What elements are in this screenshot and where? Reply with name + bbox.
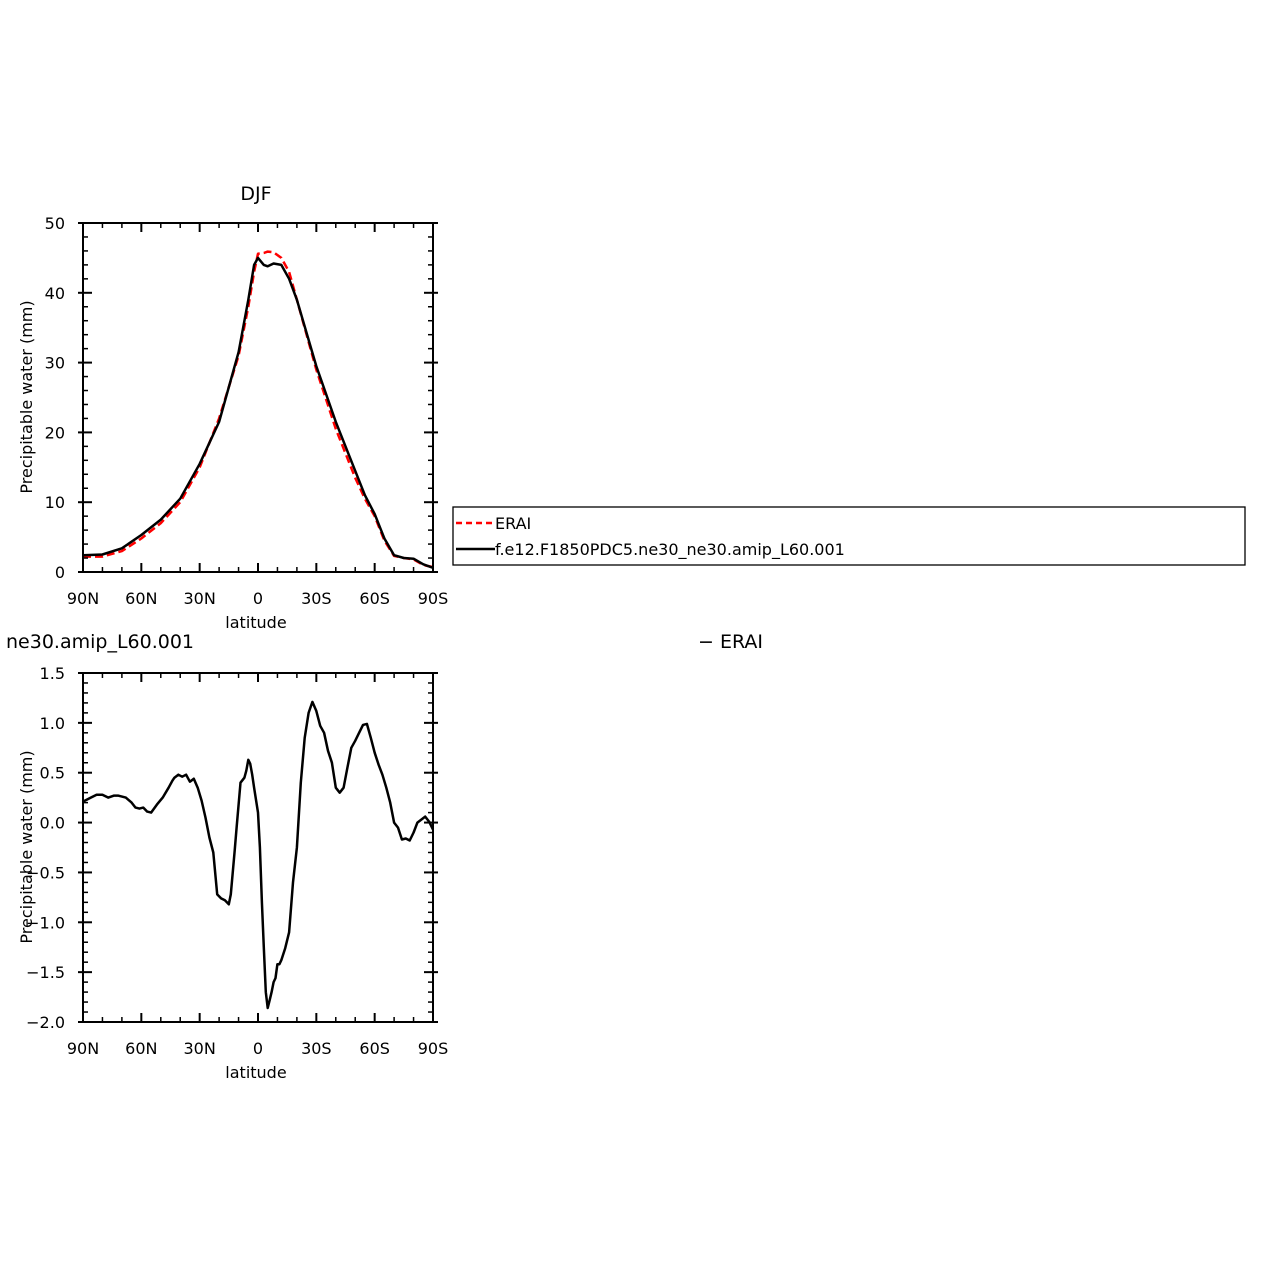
top-panel-frame [82, 222, 434, 573]
series-line-0 [83, 250, 434, 569]
x-tick-label: 30N [184, 589, 216, 608]
y-tick-label: 0 [55, 563, 65, 582]
x-tick-label: 60N [125, 1039, 157, 1058]
x-tick-label: 60N [125, 589, 157, 608]
bottom-panel-title: ne30.amip_L60.001 [6, 631, 194, 653]
legend: ERAI f.e12.F1850PDC5.ne30_ne30.amip_L60.… [452, 506, 1246, 566]
y-tick-label: 1.5 [40, 664, 65, 683]
top-panel-xlabel: latitude [225, 613, 286, 632]
bottom-panel-ylabel: Precipitable water (mm) [17, 750, 36, 943]
series-line-1 [82, 256, 434, 569]
x-tick-label: 30S [301, 589, 332, 608]
top-panel-ticks: 90N 60N 30N 0 30S 60S 90S 0 10 20 30 40 50 [45, 214, 449, 608]
x-tick-label: 60S [359, 589, 390, 608]
y-tick-label: 1.0 [40, 714, 65, 733]
bottom-panel-ylabel-clip: Precipitable water (mm) [17, 750, 36, 943]
x-tick-label: 90N [67, 589, 99, 608]
x-tick-label: 0 [253, 589, 263, 608]
bottom-panel-ticks: 90N 60N 30N 0 30S 60S 90S 1.5 1.0 0.5 0.0 −0.5 −1.0 −… [26, 664, 448, 1058]
y-tick-label: −1.5 [26, 963, 65, 982]
x-tick-label: 90N [67, 1039, 99, 1058]
bottom-panel-series [82, 700, 435, 1010]
y-tick-label: −1.0 [26, 913, 65, 932]
series-line-0 [82, 700, 435, 1010]
legend-label-model: f.e12.F1850PDC5.ne30_ne30.amip_L60.001 [495, 540, 845, 560]
legend-box [452, 506, 1246, 566]
x-tick-label: 30S [301, 1039, 332, 1058]
x-tick-label: 90S [418, 589, 449, 608]
top-panel: DJF 90N 60N 30N 0 30S 60S 90S 0 10 20 30 40 50 latit… [17, 183, 448, 632]
y-tick-label: 0.5 [40, 764, 65, 783]
top-panel-ylabel: Precipitable water (mm) [17, 300, 36, 493]
bottom-panel-title-right: − ERAI [698, 631, 763, 653]
y-tick-label: 40 [45, 284, 65, 303]
y-tick-label: −2.0 [26, 1013, 65, 1032]
y-tick-label: 30 [45, 354, 65, 373]
y-tick-label: 50 [45, 214, 65, 233]
x-tick-label: 30N [184, 1039, 216, 1058]
x-tick-label: 0 [253, 1039, 263, 1058]
top-panel-series [82, 250, 434, 569]
y-tick-label: 20 [45, 423, 65, 442]
x-tick-label: 90S [418, 1039, 449, 1058]
bottom-panel-frame [82, 672, 434, 1023]
bottom-panel: ne30.amip_L60.001 − ERAI 90N 60N 30N 0 30S 60… [6, 631, 763, 1082]
bottom-panel-xlabel: latitude [225, 1063, 286, 1082]
y-tick-label: 0.0 [40, 814, 65, 833]
x-tick-label: 60S [359, 1039, 390, 1058]
top-panel-title: DJF [240, 183, 271, 205]
y-tick-label: −0.5 [26, 863, 65, 882]
legend-label-erai: ERAI [495, 514, 531, 533]
y-tick-label: 10 [45, 493, 65, 512]
